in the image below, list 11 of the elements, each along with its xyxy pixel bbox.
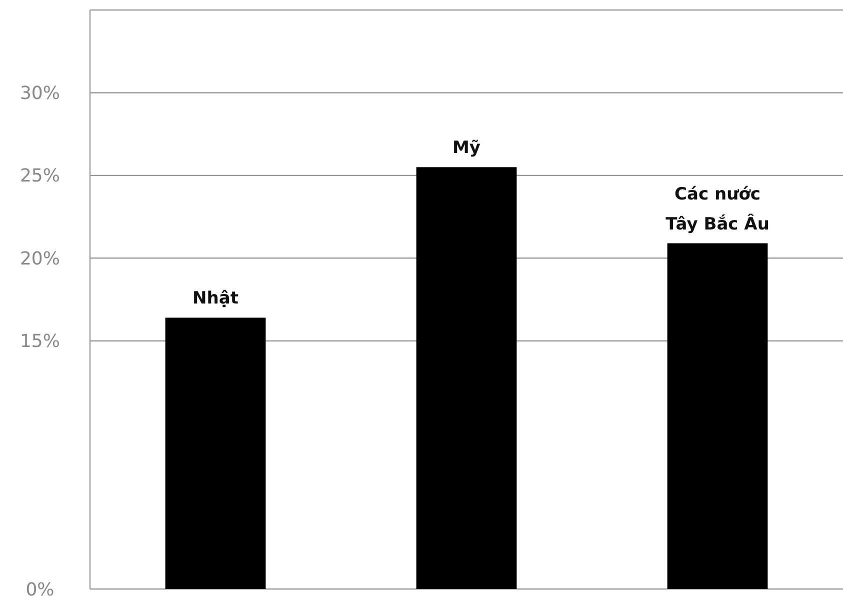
y-tick-label: 25% xyxy=(20,166,60,187)
x-tick-label: Nhật xyxy=(192,288,238,309)
y-tick-label: 30% xyxy=(20,83,60,104)
x-tick-label: Mỹ xyxy=(452,138,480,158)
x-tick-label: Các nước Tây Bắc Âu xyxy=(666,184,770,234)
bar xyxy=(667,243,768,589)
y-tick-label: 15% xyxy=(20,331,60,352)
y-tick-label: 0% xyxy=(26,579,54,600)
y-tick-label: 20% xyxy=(20,248,60,270)
bar xyxy=(165,318,266,589)
bar xyxy=(416,167,517,589)
